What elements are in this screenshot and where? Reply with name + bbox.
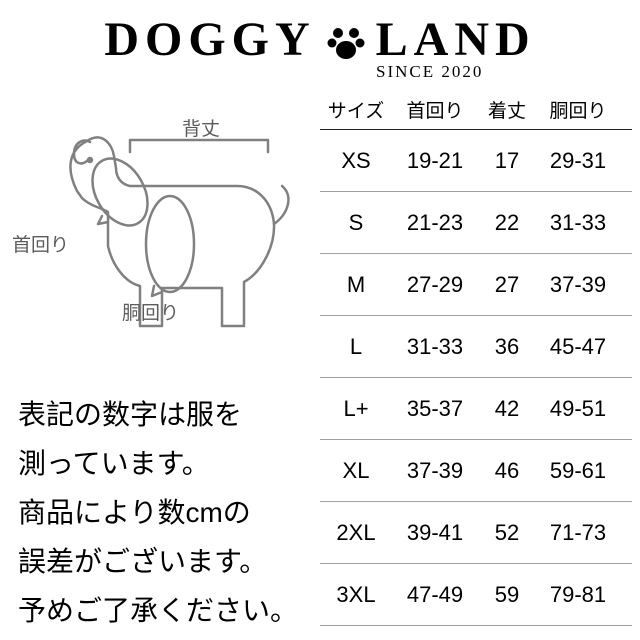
label-neck: 首回り: [12, 230, 69, 257]
cell-chest: 79-81: [536, 582, 620, 608]
table-row: 2XL39-415271-73: [320, 502, 632, 564]
paw-icon: [326, 20, 366, 60]
cell-size: S: [320, 210, 392, 236]
col-size: サイズ: [320, 96, 392, 123]
cell-length: 17: [478, 148, 536, 174]
note-line: 商品により数cmの: [18, 488, 328, 537]
cell-size: 2XL: [320, 520, 392, 546]
table-header-row: サイズ 首回り 着丈 胴回り: [320, 90, 632, 130]
cell-chest: 31-33: [536, 210, 620, 236]
table-row: XS19-211729-31: [320, 130, 632, 192]
label-back-length: 背丈: [182, 114, 220, 141]
cell-size: XS: [320, 148, 392, 174]
cell-neck: 27-29: [392, 272, 478, 298]
cell-length: 52: [478, 520, 536, 546]
col-length: 着丈: [478, 96, 536, 123]
cell-size: XL: [320, 458, 392, 484]
cell-chest: 71-73: [536, 520, 620, 546]
cell-length: 59: [478, 582, 536, 608]
cell-length: 27: [478, 272, 536, 298]
cell-size: L+: [320, 396, 392, 422]
table-row: M27-292737-39: [320, 254, 632, 316]
table-row: 3XL47-495979-81: [320, 564, 632, 626]
note-line: 予めご了承ください。: [18, 586, 328, 635]
cell-neck: 19-21: [392, 148, 478, 174]
cell-neck: 37-39: [392, 458, 478, 484]
col-neck: 首回り: [392, 96, 478, 123]
note-line: 誤差がございます。: [18, 537, 328, 586]
cell-chest: 29-31: [536, 148, 620, 174]
table-row: S21-232231-33: [320, 192, 632, 254]
note-line: 測っています。: [18, 439, 328, 488]
table-row: L+35-374249-51: [320, 378, 632, 440]
cell-size: 3XL: [320, 582, 392, 608]
label-chest: 胴回り: [122, 298, 179, 325]
note-text: 表記の数字は服を 測っています。 商品により数cmの 誤差がございます。 予めご…: [18, 390, 328, 635]
cell-chest: 45-47: [536, 334, 620, 360]
cell-length: 46: [478, 458, 536, 484]
cell-size: M: [320, 272, 392, 298]
cell-neck: 31-33: [392, 334, 478, 360]
table-row: XL37-394659-61: [320, 440, 632, 502]
cell-size: L: [320, 334, 392, 360]
cell-neck: 21-23: [392, 210, 478, 236]
cell-neck: 39-41: [392, 520, 478, 546]
brand-left: DOGGY: [104, 12, 315, 67]
cell-chest: 37-39: [536, 272, 620, 298]
note-line: 表記の数字は服を: [18, 390, 328, 439]
cell-neck: 35-37: [392, 396, 478, 422]
col-chest: 胴回り: [536, 96, 620, 123]
cell-length: 36: [478, 334, 536, 360]
table-row: L31-333645-47: [320, 316, 632, 378]
cell-chest: 59-61: [536, 458, 620, 484]
brand-right: LAND: [376, 12, 536, 67]
cell-neck: 47-49: [392, 582, 478, 608]
since-text: SINCE 2020: [376, 62, 483, 82]
dog-measurement-diagram: 背丈 首回り 胴回り: [12, 96, 312, 356]
cell-chest: 49-51: [536, 396, 620, 422]
cell-length: 42: [478, 396, 536, 422]
brand-logo: DOGGY LAND: [0, 12, 640, 67]
size-chart-table: サイズ 首回り 着丈 胴回り XS19-211729-31S21-232231-…: [320, 90, 632, 626]
cell-length: 22: [478, 210, 536, 236]
